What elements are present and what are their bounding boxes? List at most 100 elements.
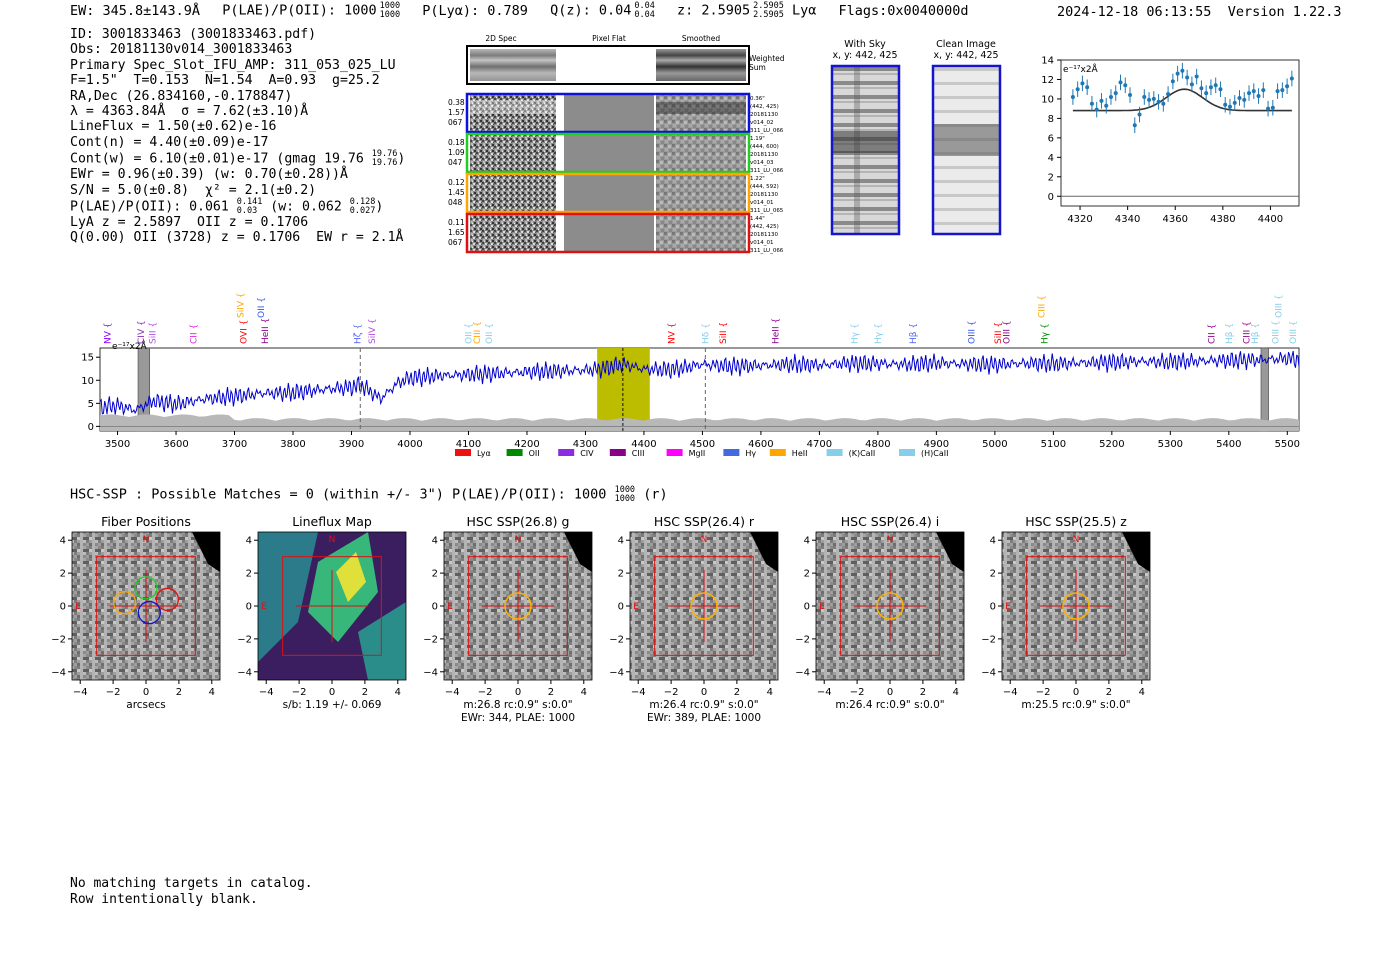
zoom-frame [1060,59,1300,207]
emission-label: CIII { [1038,295,1048,318]
panel-xtick-label: −2 [478,687,493,698]
emission-label: OII { [257,297,267,318]
bright-source [936,532,964,572]
cutout-left-label: 1.09 [448,148,465,157]
zoom-data-point [1218,81,1223,97]
zoom-point [1280,88,1285,93]
panel-xtick-label: 2 [548,687,554,698]
zoom-point [1218,87,1223,92]
emission-label: CIII { [1242,321,1252,344]
zoom-data-point [1261,82,1266,98]
header-flags: Flags:0x0040000d [838,2,969,19]
zoom-point [1285,84,1290,89]
spectrum-xtick-label: 4500 [690,439,715,450]
zoom-data-point [1108,89,1113,105]
cutout-left-label: 1.45 [448,188,465,197]
zoom-xtick-label: 4380 [1210,214,1235,225]
header-ew: EW: 345.8±143.9Å [70,2,201,19]
legend-label: MgII [689,449,706,458]
panel-xtick-label: 4 [953,687,959,698]
zoom-point [1075,87,1080,92]
with-sky-image [830,64,901,236]
header-qz: Q(z): 0.04 0.04 0.04 [550,1,655,20]
panel-caption: s/b: 1.19 +/- 0.069 [283,699,382,711]
spectrum-line [99,350,1300,416]
hsc-summary: HSC-SSP : Possible Matches = 0 (within +… [70,485,668,504]
target-circle [876,592,904,620]
aperture-box [840,556,940,656]
zoom-point [1223,102,1228,107]
emission-label: OIII { [1289,320,1299,344]
sum-label: Sum [749,63,766,72]
panel-ytick-label: −4 [795,667,810,678]
sky-images: With Sky x, y: 442, 425 Clean Image x, y… [830,39,1002,236]
zoom-point [1147,97,1152,102]
header-z: z: 2.5905 2.5905 2.5905 Lyα [676,1,817,20]
panel-caption: m:25.5 rc:0.9" s:0.0" [1021,699,1130,711]
legend-label: OII [529,449,540,458]
panel-ytick-label: 2 [990,569,996,580]
panel-ytick-label: 0 [804,602,810,613]
cutout-right-label: v014_02 [750,120,774,126]
emission-label: CIV { [137,320,147,344]
panel-xtick-label: −4 [445,687,460,698]
target-circle [504,592,532,620]
spectrum-xtick-label: 3600 [163,439,188,450]
zoom-point [1099,98,1104,103]
cutout-left-label: 1.65 [448,228,465,237]
spectrum-xtick-label: 3500 [105,439,130,450]
catalog-line-2: Row intentionally blank. [70,891,258,907]
info-obs: Obs: 20181130v014_3001833463 [70,42,293,58]
legend-swatch [506,449,523,456]
zoom-point [1194,74,1199,79]
panel-xtick-label: 0 [515,687,521,698]
spectrum-xtick-label: 4800 [865,439,890,450]
spectrum-ytick-label: 0 [88,422,94,433]
panel-xtick-label: 4 [395,687,401,698]
zoom-data-point [1266,100,1271,117]
panel-xtick-label: −2 [850,687,865,698]
zoom-data-point [1175,65,1180,82]
spectrum-xtick-label: 3800 [280,439,305,450]
zoom-data-point [1180,62,1185,79]
zoom-data-point [1089,96,1094,112]
east-label: E [75,602,81,612]
cutout-left-label: 067 [448,118,463,127]
cutout-right-label: 20181130 [750,192,778,198]
zoom-point [1070,94,1075,99]
zoom-point [1199,86,1204,91]
zoom-point [1180,68,1185,73]
with-sky-coords: x, y: 442, 425 [832,50,897,61]
weighted-sum-cutout [466,45,750,85]
zoom-data-point [1128,87,1133,103]
legend-swatch [826,449,843,456]
legend-swatch [723,449,740,456]
panel-ytick-label: −2 [423,634,438,645]
panel-ytick-label: 2 [432,569,438,580]
zoom-data-point [1113,85,1118,101]
spectrum-xtick-label: 4700 [807,439,832,450]
cutout-right-label: 1.44" [750,216,765,222]
catalog-note: No matching targets in catalog. Row inte… [70,876,313,907]
cutout-right-label: 311_LU_066 [750,248,784,254]
emission-label: Hγ { [850,323,860,344]
spectrum-xtick-label: 4000 [397,439,422,450]
cutout-right-label: 20181130 [750,232,778,238]
zoom-point [1232,100,1237,105]
emission-label: CII { [190,324,200,344]
zoom-data-point [1118,74,1123,91]
zoom-point [1089,101,1094,106]
legend-swatch [558,449,575,456]
zoom-data-point [1123,77,1128,94]
zoom-point [1161,101,1166,106]
image-panel-i: HSC SSP(26.4) i N E −4 −4 −2 −2 0 0 2 2 4 4 m:26.4 rc… [795,514,965,711]
north-label: N [515,535,522,545]
zoom-point [1242,97,1247,102]
cutout-right-label: 1.22" [750,176,765,182]
fiber-circle [137,600,161,625]
legend-entry: CIV [558,449,594,458]
info-radec: RA,Dec (26.834160,-0.178847) [70,88,293,104]
zoom-xtick-label: 4400 [1258,214,1283,225]
